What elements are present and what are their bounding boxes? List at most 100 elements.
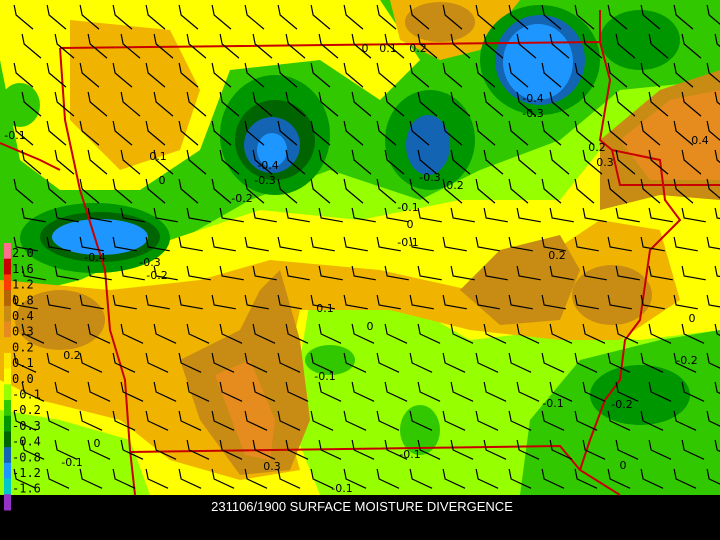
wind-barb [681, 323, 705, 344]
wind-barb [549, 149, 570, 175]
wind-barb [417, 33, 438, 59]
wind-barb [79, 236, 104, 252]
wind-barb [409, 120, 430, 146]
wind-barb [442, 294, 467, 310]
wind-barb [376, 4, 397, 30]
wind-barb [211, 178, 232, 204]
wind-barb [351, 265, 376, 281]
contour-label: 0 [367, 320, 374, 333]
wind-barb [13, 352, 37, 373]
wind-barb [673, 62, 694, 88]
wind-barb [442, 352, 466, 373]
wind-barb [549, 33, 570, 59]
wind-barb [112, 410, 136, 431]
legend-label: 0.1 [12, 356, 34, 370]
wind-barb [648, 91, 669, 117]
wind-barb [574, 410, 598, 431]
contour-label: 0.1 [379, 42, 397, 55]
wind-barb [285, 265, 310, 281]
legend-swatch [4, 321, 11, 338]
wind-barb [442, 410, 466, 431]
legend-swatch [4, 337, 11, 354]
wind-barb [582, 207, 607, 223]
wind-barb [186, 33, 207, 59]
wind-barb [475, 352, 499, 373]
wind-barb [112, 120, 133, 146]
wind-barb [112, 178, 133, 204]
legend-label: 2.0 [12, 246, 34, 260]
wind-barb [186, 439, 210, 460]
wind-barb [706, 410, 720, 427]
contour-label: -0.1 [4, 129, 25, 142]
contour-label: -0.1 [331, 482, 352, 495]
wind-barb [343, 236, 368, 252]
wind-barb [615, 439, 639, 460]
wind-barb [640, 410, 664, 431]
wind-barb [673, 120, 694, 146]
wind-barb [178, 294, 203, 310]
wind-barb [549, 207, 574, 223]
wind-barb [450, 149, 471, 175]
legend-swatch [4, 274, 11, 291]
wind-barb [508, 120, 529, 146]
wind-barb [541, 178, 562, 204]
wind-barb [681, 381, 705, 402]
legend-label: 1.6 [12, 262, 34, 276]
wind-barb [211, 236, 236, 252]
wind-barb [450, 33, 471, 59]
contour-label: -0.3 [254, 174, 275, 187]
wind-barb [120, 265, 145, 281]
wind-barb [343, 178, 364, 204]
wind-barb [120, 381, 144, 402]
wind-barb [607, 178, 628, 204]
contour-label: 0.2 [588, 141, 606, 154]
wind-barb [54, 265, 79, 281]
wind-barb [450, 381, 474, 402]
wind-barb [211, 410, 235, 431]
wind-barb [178, 4, 199, 30]
legend-swatch [4, 384, 11, 401]
wind-barb [714, 323, 720, 336]
wind-barb [244, 4, 265, 30]
wind-barb [475, 294, 500, 310]
wind-barb [442, 468, 466, 489]
wind-barb [178, 178, 199, 204]
wind-barb [178, 468, 202, 489]
wind-barb [549, 323, 573, 344]
legend-swatch [4, 290, 11, 307]
wind-barb [310, 236, 335, 252]
wind-barb [318, 439, 342, 460]
wind-barb [120, 323, 144, 344]
wind-barb [615, 33, 636, 59]
wind-barb [46, 62, 67, 88]
wind-barb [574, 352, 598, 373]
wind-barb [648, 265, 673, 281]
contour-label: -0.1 [61, 456, 82, 469]
legend: 2.0 1.6 1.20.8 0.4 0.30.2 0.1 0.0-0.1 -0.2 -0.3 -… [4, 243, 41, 511]
contour-label: -0.2 [231, 192, 252, 205]
legend-label: 0.0 [12, 372, 34, 386]
contour-label: -0.2 [146, 269, 167, 282]
wind-barb [376, 410, 400, 431]
wind-barb [54, 91, 75, 117]
wind-barb [285, 149, 306, 175]
wind-barb [13, 62, 34, 88]
wind-barb [607, 4, 628, 30]
wind-barb [310, 62, 331, 88]
wind-barb [483, 265, 508, 281]
wind-barb [219, 323, 243, 344]
wind-barb [541, 468, 565, 489]
wind-barb [285, 207, 310, 223]
wind-barb [219, 265, 244, 281]
wind-barb [648, 207, 673, 223]
wind-barb [178, 236, 203, 252]
wind-barb [640, 352, 664, 373]
wind-barb [351, 323, 375, 344]
contour-label: -0.1 [399, 448, 420, 461]
legend-label: 1.2 [12, 278, 34, 292]
wind-barb [351, 91, 372, 117]
contour-label: 0 [159, 174, 166, 187]
wind-barb [145, 352, 169, 373]
wind-barb [574, 120, 595, 146]
wind-barb [54, 323, 78, 344]
